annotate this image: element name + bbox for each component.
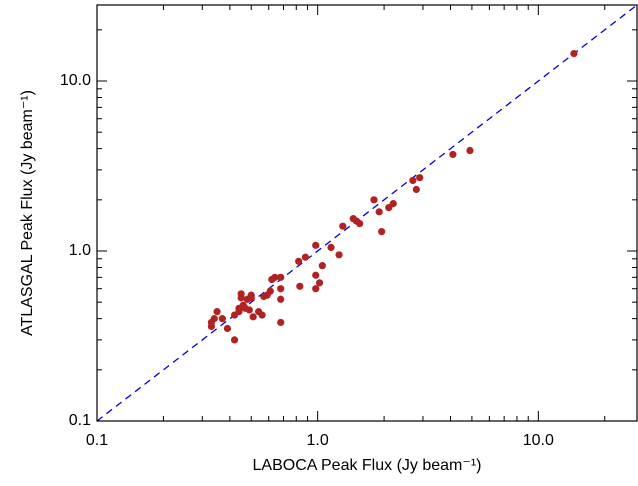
y-tick-label: 10.0 <box>60 72 91 89</box>
x-tick-label: 0.1 <box>86 432 108 449</box>
x-axis-label: LABOCA Peak Flux (Jy beam⁻¹) <box>253 457 482 474</box>
point <box>370 196 378 204</box>
y-axis-label: ATLASGAL Peak Flux (Jy beam⁻¹) <box>19 90 36 336</box>
point <box>296 282 304 290</box>
x-tick-label: 1.0 <box>307 432 329 449</box>
point <box>243 295 251 303</box>
point <box>230 336 239 344</box>
point <box>230 311 239 319</box>
point <box>301 253 310 261</box>
point <box>449 150 457 159</box>
plot-frame <box>96 4 638 422</box>
point <box>352 217 361 225</box>
y-tick-label: 0.1 <box>69 412 91 429</box>
reference-line <box>96 4 638 422</box>
point <box>213 308 221 316</box>
point <box>207 322 216 331</box>
point <box>277 318 285 327</box>
point <box>249 313 257 321</box>
y-tick-label: 1.0 <box>69 242 91 259</box>
x-tick-label: 10.0 <box>523 432 554 449</box>
point <box>466 146 474 155</box>
point <box>218 315 226 323</box>
point <box>277 295 285 303</box>
point <box>268 275 276 284</box>
point <box>339 222 347 230</box>
point <box>255 308 263 316</box>
point <box>295 257 303 265</box>
point <box>378 228 386 236</box>
point <box>335 251 343 259</box>
point <box>318 262 326 270</box>
point <box>327 243 335 252</box>
point <box>312 271 320 279</box>
point <box>315 279 324 287</box>
point <box>409 176 417 185</box>
point <box>223 324 232 333</box>
point <box>312 285 320 293</box>
point <box>277 273 285 281</box>
point <box>312 241 320 249</box>
point <box>385 204 393 212</box>
point <box>260 292 268 301</box>
point <box>235 304 243 312</box>
point <box>277 285 285 293</box>
point <box>237 294 245 302</box>
point <box>375 208 383 216</box>
point <box>412 185 420 194</box>
point <box>416 174 424 182</box>
point <box>570 49 578 58</box>
